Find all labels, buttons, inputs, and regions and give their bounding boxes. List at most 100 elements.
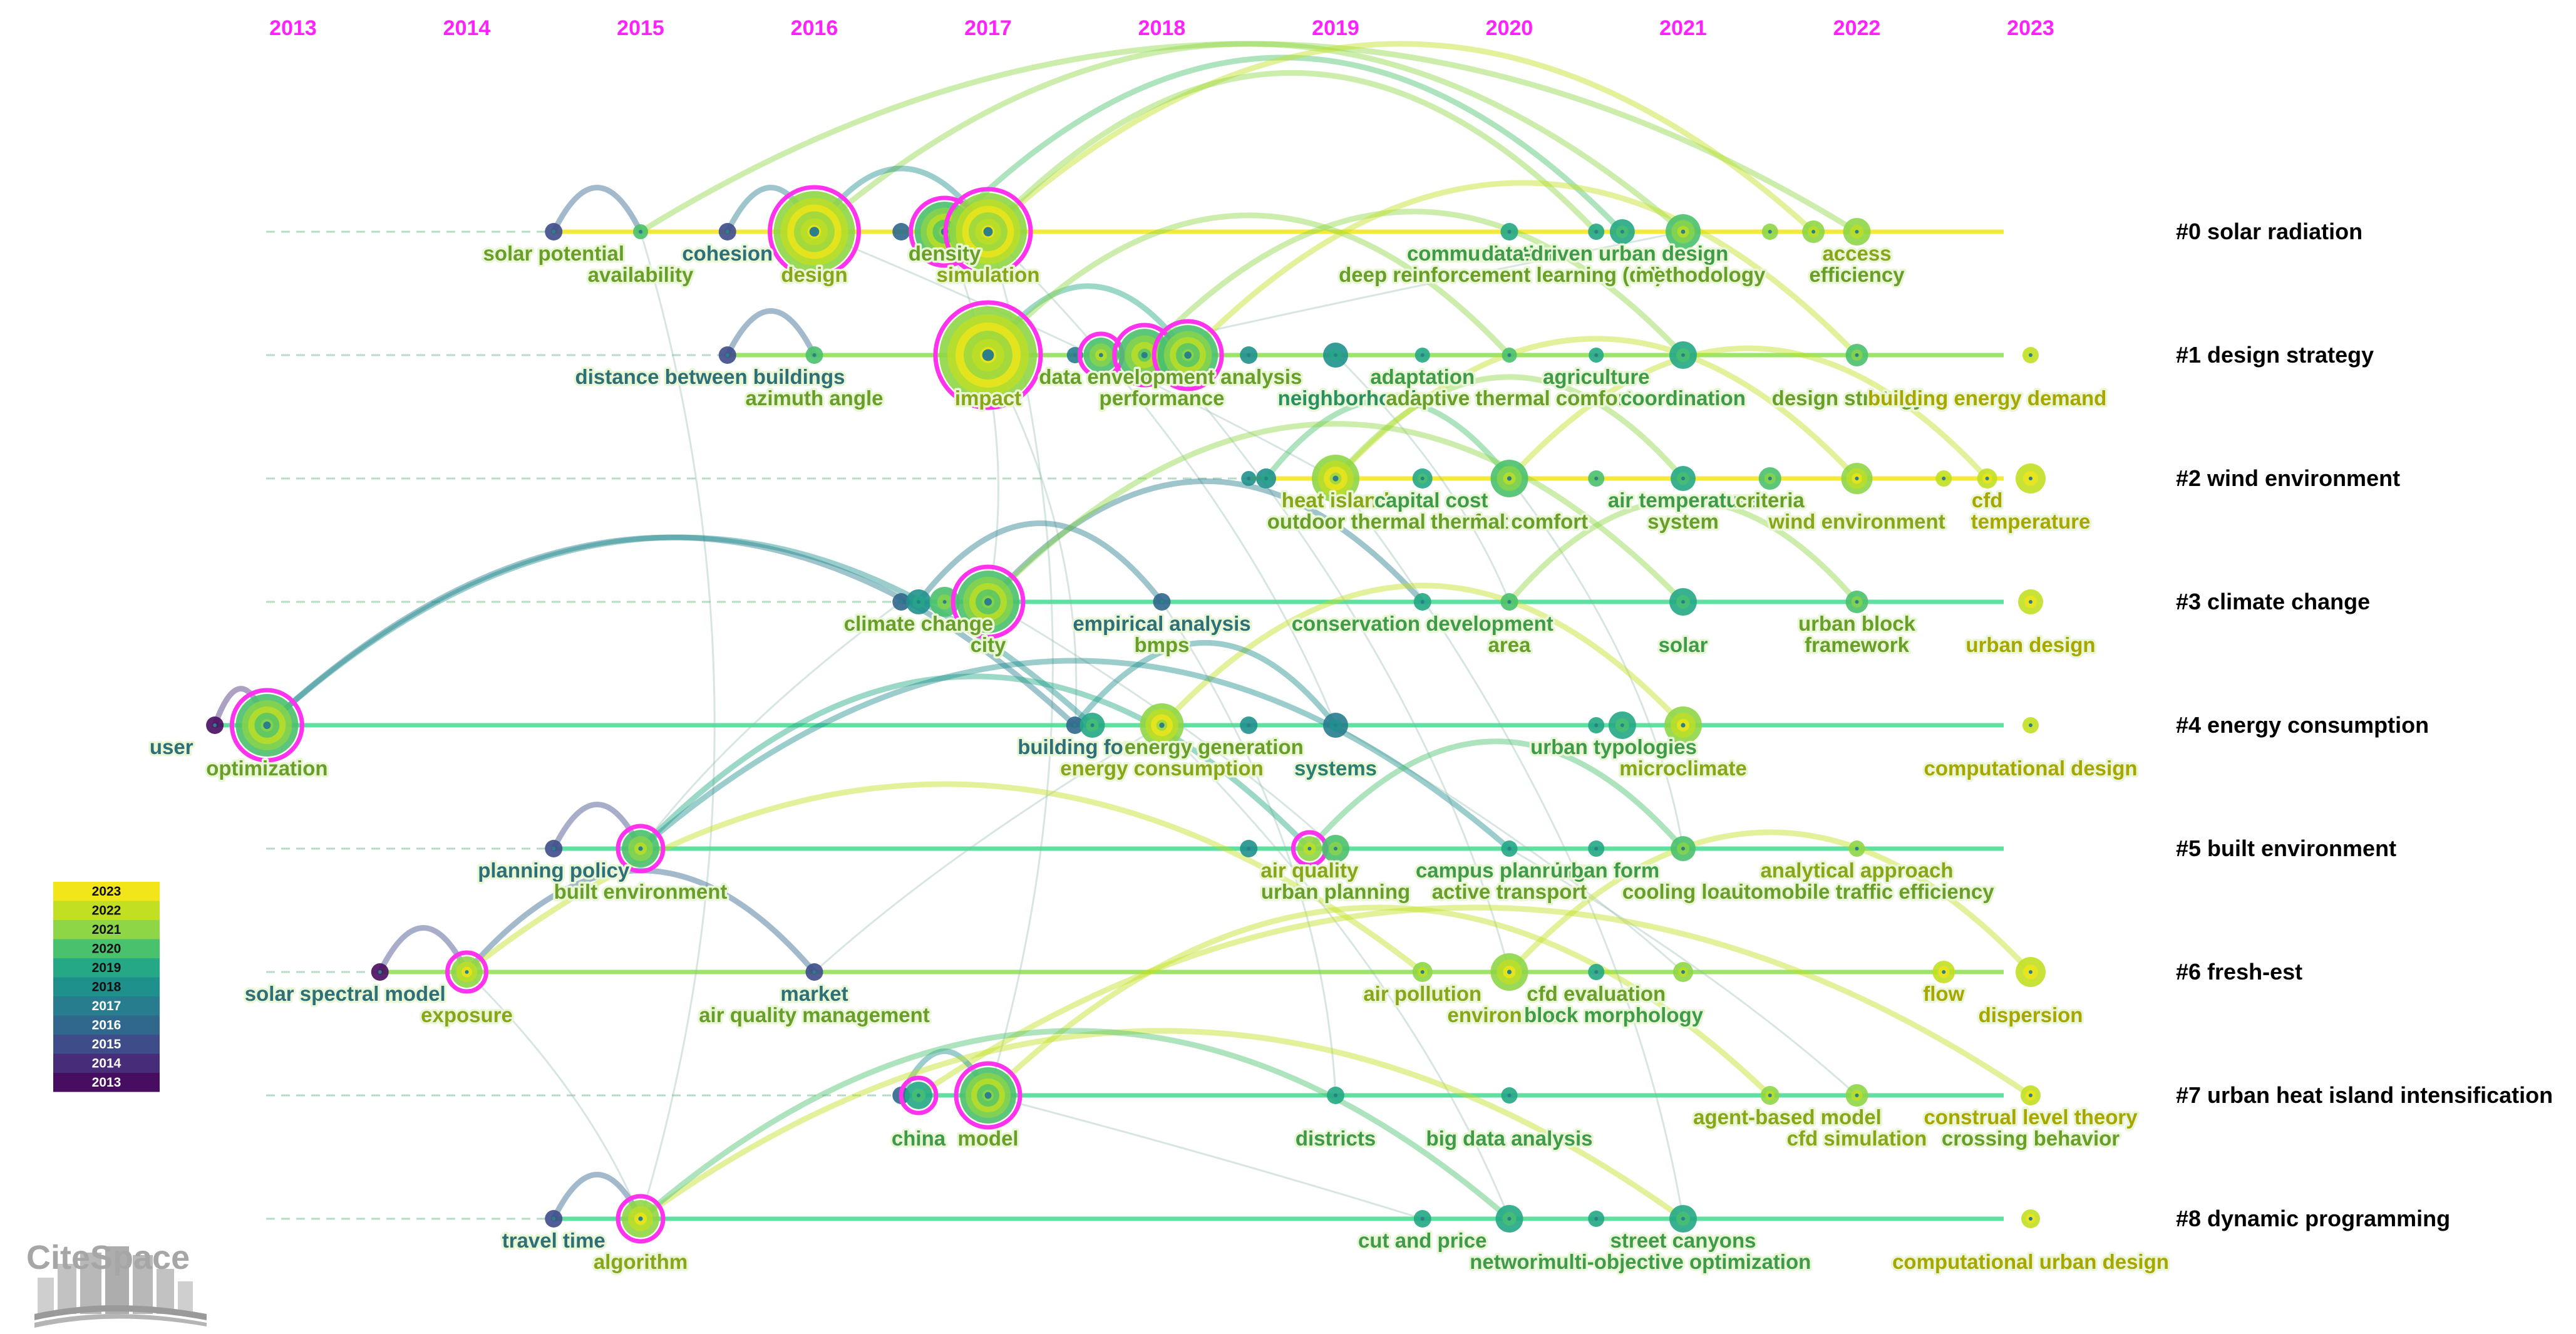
keyword-node[interactable] (1588, 1211, 1605, 1227)
keyword-node[interactable] (2022, 717, 2039, 733)
keyword-node[interactable] (206, 716, 224, 734)
keyword-node[interactable] (616, 824, 666, 874)
node-core (1681, 600, 1685, 604)
keyword-node[interactable] (371, 963, 389, 981)
keyword-node[interactable] (2016, 463, 2046, 494)
keyword-node[interactable] (951, 564, 1026, 639)
keyword-node[interactable] (633, 224, 648, 239)
keyword-node[interactable] (768, 185, 861, 279)
keyword-node[interactable] (1845, 1084, 1868, 1107)
keyword-node[interactable] (1501, 1087, 1518, 1104)
keyword-node[interactable] (1761, 224, 1778, 240)
keyword-node[interactable] (1241, 471, 1257, 486)
keyword-node[interactable] (1502, 348, 1517, 363)
keyword-node[interactable] (1609, 219, 1635, 244)
keyword-node[interactable] (1673, 962, 1693, 982)
keyword-node[interactable] (1589, 348, 1604, 363)
keyword-node[interactable] (954, 1061, 1023, 1130)
keyword-node[interactable] (1490, 460, 1528, 497)
keyword-node[interactable] (1935, 470, 1952, 487)
keyword-node[interactable] (1140, 703, 1184, 747)
keyword-node[interactable] (1758, 467, 1781, 490)
keyword-node[interactable] (1066, 716, 1084, 734)
keyword-node[interactable] (1845, 591, 1868, 613)
keyword-node[interactable] (943, 187, 1033, 277)
keyword-label: travel time (502, 1229, 605, 1252)
keyword-node[interactable] (1588, 717, 1605, 733)
keyword-node[interactable] (1845, 344, 1868, 366)
keyword-node[interactable] (1312, 455, 1359, 502)
keyword-node[interactable] (1666, 214, 1701, 249)
keyword-node[interactable] (1501, 840, 1518, 857)
keyword-node[interactable] (1079, 713, 1105, 738)
keyword-node[interactable] (1664, 706, 1702, 744)
keyword-node[interactable] (1500, 593, 1518, 611)
keyword-label: microclimate (1619, 757, 1747, 780)
keyword-node[interactable] (1414, 348, 1430, 363)
keyword-node[interactable] (1588, 470, 1605, 487)
keyword-node[interactable] (1413, 1210, 1431, 1228)
keyword-node[interactable] (1671, 836, 1696, 861)
keyword-node[interactable] (2022, 347, 2039, 363)
keyword-node[interactable] (805, 346, 823, 364)
keyword-node[interactable] (1588, 964, 1605, 980)
keyword-node[interactable] (545, 223, 563, 240)
keyword-node[interactable] (1977, 468, 1997, 489)
keyword-node[interactable] (1256, 468, 1276, 489)
keyword-node[interactable] (1841, 463, 1873, 494)
keyword-node[interactable] (1848, 840, 1865, 857)
keyword-node[interactable] (1412, 468, 1433, 489)
keyword-node[interactable] (1240, 840, 1258, 857)
keyword-node[interactable] (1327, 1087, 1344, 1104)
keyword-label: crossing behavior (1942, 1127, 2120, 1150)
keyword-node[interactable] (1322, 835, 1349, 862)
keyword-node[interactable] (1671, 466, 1696, 491)
node-core (1681, 353, 1685, 357)
keyword-node[interactable] (1413, 593, 1431, 611)
keyword-node[interactable] (1588, 840, 1605, 857)
keyword-node[interactable] (1077, 331, 1125, 379)
keyword-node[interactable] (1495, 1205, 1523, 1233)
keyword-node[interactable] (1669, 1205, 1697, 1233)
keyword-node[interactable] (1151, 319, 1224, 391)
keyword-node[interactable] (2018, 589, 2043, 614)
keyword-node[interactable] (805, 963, 823, 981)
keyword-node[interactable] (899, 1075, 939, 1115)
keyword-node[interactable] (545, 1210, 563, 1228)
node-core (1507, 476, 1512, 481)
keyword-node[interactable] (718, 346, 736, 364)
keyword-node[interactable] (1843, 218, 1871, 246)
keyword-node[interactable] (616, 1194, 666, 1244)
keyword-node[interactable] (1588, 224, 1605, 240)
keyword-node[interactable] (1669, 341, 1697, 369)
keyword-node[interactable] (933, 300, 1043, 410)
keyword-node[interactable] (1802, 220, 1825, 243)
keyword-node[interactable] (1323, 343, 1348, 368)
legend-label: 2018 (92, 980, 121, 995)
keyword-node[interactable] (718, 223, 736, 240)
keyword-node[interactable] (1323, 713, 1348, 738)
keyword-node[interactable] (1153, 593, 1171, 611)
keyword-node[interactable] (1240, 716, 1258, 734)
keyword-node[interactable] (445, 950, 488, 994)
keyword-node[interactable] (1240, 346, 1258, 364)
keyword-node[interactable] (892, 223, 910, 240)
keyword-node[interactable] (1500, 223, 1518, 240)
cluster-label: #6 fresh-est (2176, 959, 2302, 985)
keyword-node[interactable] (1412, 962, 1433, 982)
keyword-node[interactable] (906, 589, 931, 614)
keyword-node[interactable] (1608, 711, 1636, 739)
keyword-node[interactable] (229, 688, 304, 763)
node-core (552, 847, 556, 851)
keyword-node[interactable] (2021, 1085, 2041, 1105)
keyword-node[interactable] (545, 840, 563, 857)
keyword-node[interactable] (1760, 1086, 1780, 1105)
keyword-node[interactable] (892, 593, 910, 611)
keyword-node[interactable] (1490, 953, 1528, 991)
keyword-node[interactable] (1932, 961, 1955, 983)
co-citation-arc (637, 673, 1312, 852)
keyword-node[interactable] (2016, 957, 2046, 987)
keyword-label: cfd simulation (1787, 1127, 1927, 1150)
keyword-node[interactable] (1669, 588, 1697, 616)
keyword-node[interactable] (2021, 1209, 2040, 1228)
